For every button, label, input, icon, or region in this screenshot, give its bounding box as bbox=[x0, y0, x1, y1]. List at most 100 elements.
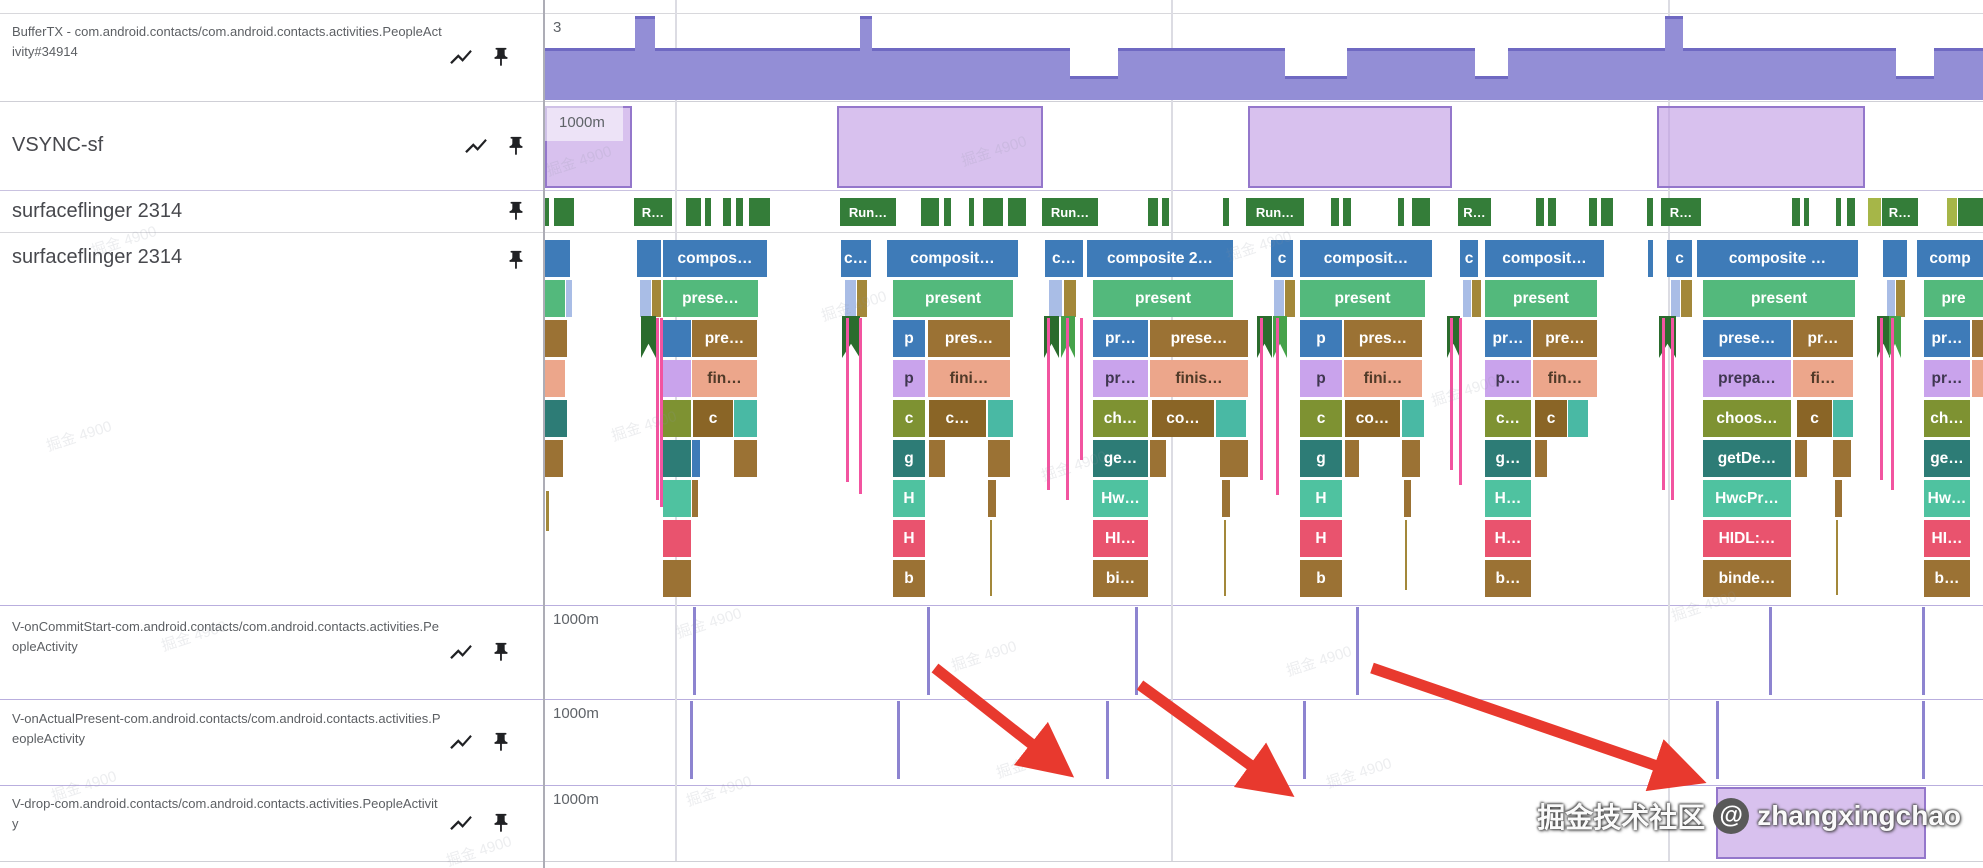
trace-slice[interactable] bbox=[1064, 280, 1076, 317]
trace-slice[interactable]: b bbox=[1300, 560, 1342, 597]
trace-slice[interactable]: c bbox=[693, 400, 733, 437]
trace-slice[interactable] bbox=[663, 320, 691, 357]
trace-slice[interactable]: H bbox=[1300, 520, 1342, 557]
thread-state-slice[interactable] bbox=[1647, 198, 1653, 226]
thread-state-slice[interactable] bbox=[1398, 198, 1404, 226]
trace-slice[interactable] bbox=[1795, 440, 1807, 477]
trace-slice[interactable] bbox=[545, 320, 567, 357]
thread-state-slice[interactable]: Run… bbox=[840, 198, 896, 226]
thread-state-slice[interactable] bbox=[969, 198, 974, 226]
trace-slice[interactable]: b… bbox=[1485, 560, 1531, 597]
trace-slice[interactable]: p bbox=[1300, 320, 1342, 357]
trace-slice[interactable] bbox=[545, 440, 563, 477]
trace-slice[interactable]: ch… bbox=[1093, 400, 1148, 437]
track-row-vdrop[interactable]: V-drop-com.android.contacts/com.android.… bbox=[0, 785, 543, 861]
trace-slice[interactable] bbox=[1402, 440, 1420, 477]
trace-slice[interactable] bbox=[1345, 440, 1359, 477]
trace-slice[interactable]: Hw… bbox=[1093, 480, 1148, 517]
thread-state-slice[interactable] bbox=[1343, 198, 1351, 226]
trace-slice[interactable]: composit… bbox=[1300, 240, 1432, 277]
thread-state-slice[interactable] bbox=[1868, 198, 1881, 226]
trace-slice[interactable]: c bbox=[1300, 400, 1342, 437]
pin-icon[interactable] bbox=[490, 638, 512, 666]
trace-slice[interactable] bbox=[1224, 520, 1226, 596]
line-chart-icon[interactable] bbox=[444, 810, 478, 836]
trace-slice[interactable]: present bbox=[1703, 280, 1855, 317]
trace-slice[interactable]: present bbox=[1485, 280, 1597, 317]
trace-slice[interactable]: pr… bbox=[1485, 320, 1531, 357]
trace-slice[interactable]: present bbox=[893, 280, 1013, 317]
trace-slice[interactable]: composite … bbox=[1697, 240, 1858, 277]
trace-slice[interactable] bbox=[546, 491, 549, 531]
trace-slice[interactable] bbox=[1150, 440, 1166, 477]
track-row-buffertx[interactable]: BufferTX - com.android.contacts/com.andr… bbox=[0, 13, 543, 101]
thread-state-slice[interactable]: R… bbox=[1882, 198, 1918, 226]
trace-slice[interactable]: prese… bbox=[1703, 320, 1791, 357]
thread-state-slice[interactable] bbox=[1412, 198, 1430, 226]
trace-slice[interactable] bbox=[566, 280, 572, 317]
flag-marker-icon[interactable] bbox=[641, 316, 656, 358]
trace-slice[interactable] bbox=[857, 280, 867, 317]
buffertx-counter-segment[interactable] bbox=[1896, 76, 1934, 100]
trace-slice[interactable]: H bbox=[893, 480, 925, 517]
counter-spike[interactable] bbox=[1135, 607, 1138, 695]
thread-state-slice[interactable] bbox=[723, 198, 731, 226]
thread-state-slice[interactable] bbox=[1008, 198, 1026, 226]
trace-slice[interactable] bbox=[663, 520, 691, 557]
track-row-onactualpresent[interactable]: V-onActualPresent-com.android.contacts/c… bbox=[0, 699, 543, 785]
track-row-surfaceflinger-slices[interactable]: surfaceflinger 2314 bbox=[0, 232, 543, 605]
trace-slice[interactable] bbox=[845, 280, 856, 317]
trace-slice[interactable]: getDe… bbox=[1703, 440, 1791, 477]
trace-slice[interactable]: c bbox=[1460, 240, 1478, 277]
thread-state-slice[interactable] bbox=[1162, 198, 1169, 226]
counter-spike[interactable] bbox=[927, 607, 930, 695]
trace-slice[interactable]: p bbox=[893, 360, 925, 397]
counter-spike[interactable] bbox=[1303, 701, 1306, 779]
trace-slice[interactable]: fi… bbox=[1793, 360, 1853, 397]
trace-slice[interactable] bbox=[1896, 280, 1905, 317]
trace-slice[interactable]: p bbox=[893, 320, 925, 357]
line-chart-icon[interactable] bbox=[444, 729, 478, 755]
thread-state-slice[interactable] bbox=[736, 198, 743, 226]
trace-slice[interactable]: ge… bbox=[1924, 440, 1970, 477]
buffertx-counter-segment[interactable] bbox=[1508, 48, 1665, 100]
trace-slice[interactable]: HwcPr… bbox=[1703, 480, 1791, 517]
trace-slice[interactable]: HI… bbox=[1924, 520, 1970, 557]
trace-slice[interactable]: present bbox=[1300, 280, 1425, 317]
trace-slice[interactable]: comp bbox=[1917, 240, 1983, 277]
trace-slice[interactable] bbox=[1472, 280, 1481, 317]
trace-slice[interactable] bbox=[929, 440, 945, 477]
trace-slice[interactable]: co… bbox=[1152, 400, 1214, 437]
line-chart-icon[interactable] bbox=[444, 44, 478, 70]
buffertx-counter-segment[interactable] bbox=[1347, 48, 1475, 100]
vsync-pulse[interactable] bbox=[837, 106, 1043, 188]
trace-slice[interactable] bbox=[1883, 240, 1907, 277]
trace-slice[interactable]: HIDL:… bbox=[1703, 520, 1791, 557]
trace-slice[interactable]: composite 2… bbox=[1087, 240, 1233, 277]
trace-slice[interactable]: pre bbox=[1924, 280, 1983, 317]
buffertx-counter-segment[interactable] bbox=[872, 48, 1070, 100]
trace-slice[interactable]: HI… bbox=[1093, 520, 1148, 557]
trace-slice[interactable] bbox=[1681, 280, 1692, 317]
thread-state-slice[interactable] bbox=[1836, 198, 1841, 226]
timeline-canvas[interactable]: 3 1000m 1000m 1000m 1000m R… Run… Run… Run…… bbox=[545, 0, 1983, 868]
trace-slice[interactable] bbox=[988, 400, 1013, 437]
trace-slice[interactable] bbox=[545, 240, 570, 277]
buffertx-counter-segment[interactable] bbox=[1475, 76, 1508, 100]
trace-slice[interactable]: c bbox=[893, 400, 925, 437]
trace-slice[interactable] bbox=[990, 520, 992, 596]
thread-state-slice[interactable] bbox=[686, 198, 701, 226]
trace-slice[interactable]: fin… bbox=[692, 360, 757, 397]
trace-slice[interactable]: H… bbox=[1485, 520, 1531, 557]
trace-slice[interactable]: g bbox=[1300, 440, 1342, 477]
trace-slice[interactable] bbox=[640, 280, 651, 317]
trace-slice[interactable]: pr… bbox=[1793, 320, 1853, 357]
trace-slice[interactable] bbox=[637, 240, 661, 277]
counter-spike[interactable] bbox=[1769, 607, 1772, 695]
pin-icon[interactable] bbox=[490, 43, 512, 71]
trace-slice[interactable]: c bbox=[1797, 400, 1832, 437]
buffertx-counter-segment[interactable] bbox=[655, 48, 860, 100]
trace-slice[interactable] bbox=[1833, 400, 1853, 437]
thread-state-slice[interactable] bbox=[1804, 198, 1809, 226]
trace-slice[interactable]: Hw… bbox=[1924, 480, 1970, 517]
